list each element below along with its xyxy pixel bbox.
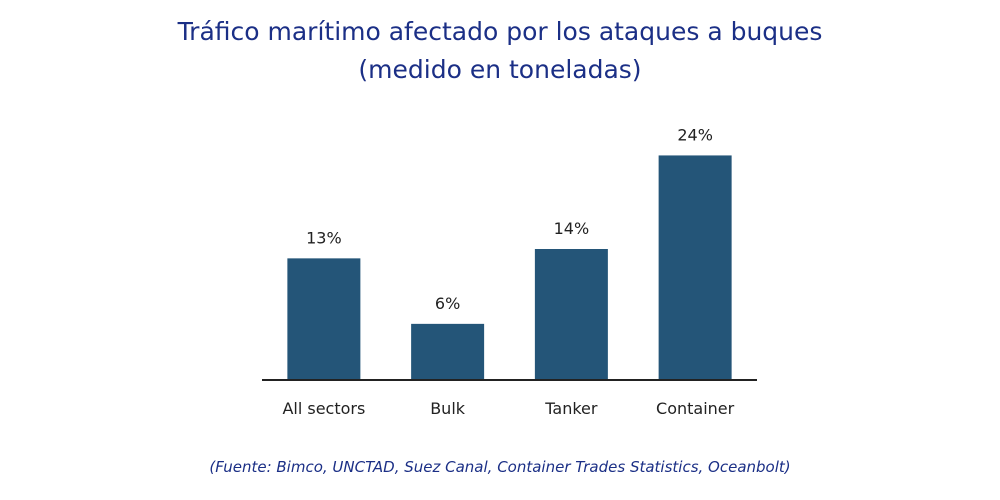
bar-bulk	[411, 323, 485, 380]
x-tick-label: All sectors	[282, 399, 365, 418]
x-tick-label: Container	[656, 399, 735, 418]
data-label: 14%	[554, 219, 590, 238]
bar-tanker	[534, 249, 608, 380]
data-label: 24%	[677, 125, 713, 144]
bar-container	[658, 155, 732, 380]
x-tick-label: Bulk	[430, 399, 466, 418]
x-tick-label: Tanker	[544, 399, 598, 418]
bar-all-sectors	[287, 258, 361, 380]
chart-title-line-1: Tráfico marítimo afectado por los ataque…	[177, 17, 823, 46]
chart-title-line-2: (medido en toneladas)	[358, 55, 642, 84]
data-label: 6%	[435, 294, 460, 313]
source-note: (Fuente: Bimco, UNCTAD, Suez Canal, Cont…	[209, 458, 791, 476]
data-label: 13%	[306, 228, 342, 247]
